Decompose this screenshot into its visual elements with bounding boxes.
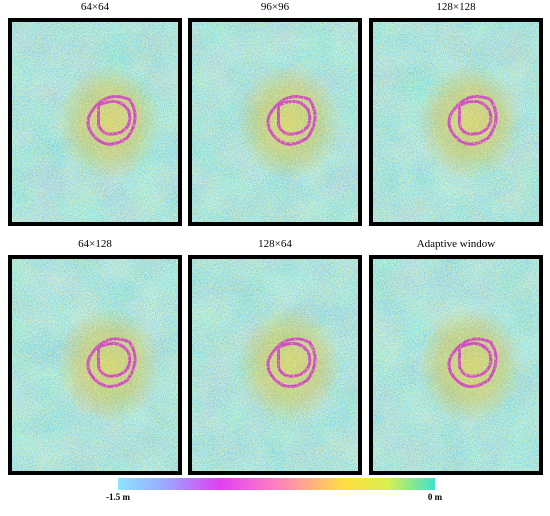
panel-grid: 64×64 96×96 128×128 64×128 128×64 Adaptive wi… [8,1,543,475]
panel-title: 128×128 [436,1,476,13]
speckle [12,22,178,222]
panel-title: 96×96 [261,1,290,13]
speckle [192,22,358,222]
speckle [192,259,358,471]
colorbar-max-label: 0 m [428,492,443,502]
colorbar-min-label: -1.5 m [106,492,130,502]
panel-title: 64×128 [78,238,112,250]
panel-title: 128×64 [258,238,292,250]
panel-title: 64×64 [81,1,110,13]
colorbar [118,478,435,490]
panel-image [8,18,182,226]
speckle [373,22,539,222]
panel-image [369,18,543,226]
panel-image [8,255,182,475]
panel-image [188,18,362,226]
speckle [373,259,539,471]
panel-title: Adaptive window [417,238,496,250]
panel-image [188,255,362,475]
speckle [12,259,178,471]
panel-image [369,255,543,475]
